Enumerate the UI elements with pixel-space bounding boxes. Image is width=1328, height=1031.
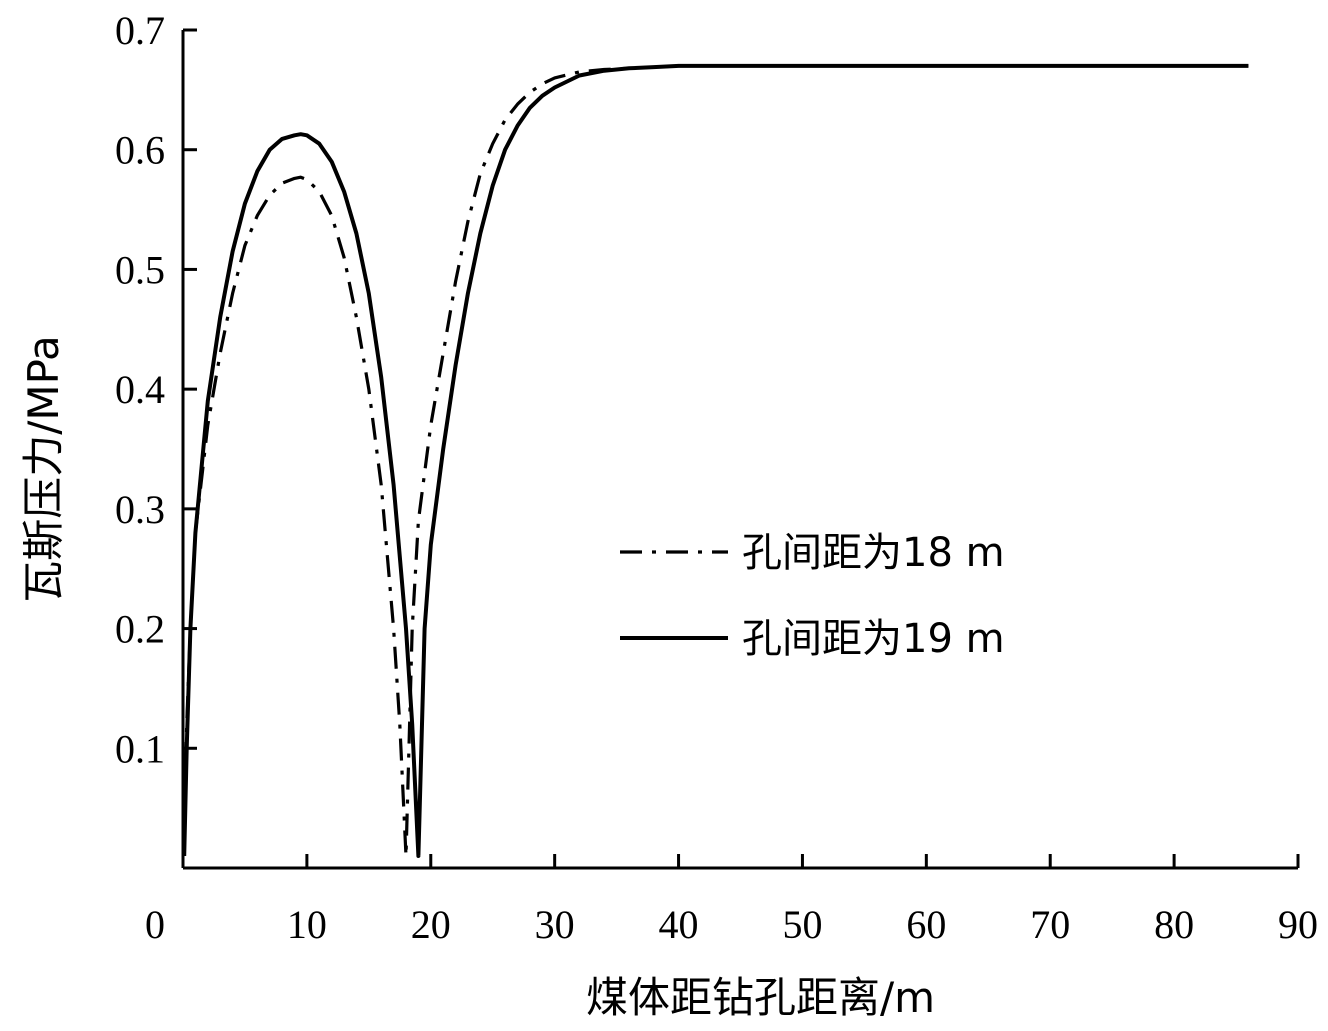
series-line-1 xyxy=(182,63,1249,858)
x-tick-label: 0 xyxy=(145,902,165,947)
x-tick-label: 70 xyxy=(1030,902,1070,947)
legend: 孔间距为18 m 孔间距为19 m xyxy=(620,530,1005,662)
x-tick-label: 80 xyxy=(1154,902,1194,947)
y-tick-label: 0.5 xyxy=(115,247,165,292)
plot-lines xyxy=(182,63,1249,858)
x-tick-label: 40 xyxy=(659,902,699,947)
legend-label-18m: 孔间距为18 m xyxy=(742,530,1005,576)
y-axis-title: 瓦斯压力/MPa xyxy=(19,335,68,603)
axes xyxy=(181,30,1298,870)
y-ticks: 0.1 0.2 0.3 0.4 0.5 0.6 0.7 xyxy=(115,8,197,771)
x-axis-title: 煤体距钻孔距离/m xyxy=(586,973,935,1022)
legend-label-19m: 孔间距为19 m xyxy=(742,616,1005,662)
y-tick-label: 0.4 xyxy=(115,367,165,412)
y-tick-label: 0.3 xyxy=(115,487,165,532)
x-ticks: 0 10 20 30 40 50 60 70 80 90 xyxy=(145,854,1318,947)
y-tick-label: 0.6 xyxy=(115,128,165,173)
x-tick-label: 60 xyxy=(906,902,946,947)
y-tick-label: 0.1 xyxy=(115,726,165,771)
x-tick-label: 50 xyxy=(782,902,822,947)
x-tick-label: 10 xyxy=(287,902,327,947)
series-line-0 xyxy=(182,64,1249,858)
y-tick-label: 0.2 xyxy=(115,607,165,652)
y-tick-label: 0.7 xyxy=(115,8,165,53)
x-tick-label: 30 xyxy=(535,902,575,947)
x-tick-label: 90 xyxy=(1278,902,1318,947)
x-tick-label: 20 xyxy=(411,902,451,947)
